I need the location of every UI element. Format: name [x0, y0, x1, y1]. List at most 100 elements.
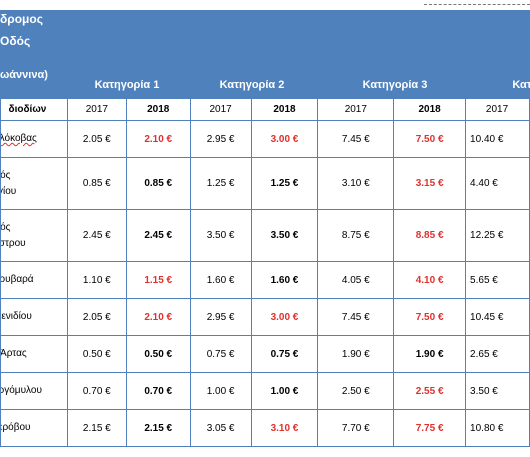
- toll-price-cell: 8.85 €: [393, 209, 467, 262]
- table-row: οργόμυλου0.70 €0.70 €1.00 €1.00 €2.50 €2…: [0, 372, 530, 410]
- toll-price-cell: 1.90 €: [317, 335, 395, 373]
- toll-price-cell: 1.60 €: [250, 261, 319, 299]
- station-column-header: διοδίων: [0, 98, 68, 121]
- toll-station-name: Κλόκοβας: [0, 120, 68, 158]
- toll-station-name-line: άστρου: [1, 237, 26, 249]
- toll-price-cell: 10.40 €: [465, 120, 530, 158]
- toll-price-cell: 0.50 €: [66, 335, 127, 373]
- table-row: Κουβαρά1.10 €1.15 €1.60 €1.60 €4.05 €4.1…: [0, 261, 530, 299]
- toll-price-cell: 3.00 €: [250, 120, 319, 158]
- toll-price-cell: 8.75 €: [317, 209, 395, 262]
- toll-price-cell: 7.75 €: [393, 409, 467, 447]
- toll-price-cell: 3.00 €: [250, 298, 319, 336]
- toll-price-cell: 2.05 €: [66, 120, 127, 158]
- toll-price-cell: 5.65 €: [465, 261, 530, 299]
- toll-price-cell: 3.10 €: [317, 157, 395, 210]
- category-1-header: Κατηγορία 1: [94, 79, 160, 91]
- header-location-label: ωάννινα): [0, 69, 48, 81]
- year-header-row: διοδίων 2017 2018 2017 2018 2017 2018 20…: [0, 98, 530, 121]
- toll-price-cell: 2.10 €: [125, 298, 191, 336]
- toll-price-cell: 0.85 €: [125, 157, 191, 210]
- toll-price-cell: 1.15 €: [125, 261, 191, 299]
- toll-price-cell: 4.40 €: [465, 157, 530, 210]
- toll-price-cell: 3.50 €: [189, 209, 252, 262]
- table-row: ικόςάστρου2.45 €2.45 €3.50 €3.50 €8.75 €…: [0, 209, 530, 262]
- year-header-cell: 2017: [66, 98, 127, 121]
- toll-price-cell: 0.75 €: [189, 335, 252, 373]
- toll-price-cell: 0.70 €: [125, 372, 191, 410]
- year-header-cell: 2018: [250, 98, 319, 121]
- toll-price-cell: 2.45 €: [125, 209, 191, 262]
- toll-station-name-line: ς Άρτας: [0, 348, 27, 359]
- toll-station-name-line: Τερόβου: [1, 422, 31, 433]
- header-title-line1: δρομος: [0, 12, 43, 26]
- toll-price-cell: 2.10 €: [125, 120, 191, 158]
- toll-station-name-line: Κλόκοβας: [1, 133, 37, 144]
- toll-price-cell: 1.00 €: [250, 372, 319, 410]
- toll-price-cell: 2.15 €: [66, 409, 127, 447]
- toll-price-cell: 0.75 €: [250, 335, 319, 373]
- year-header-cell: 2017: [465, 98, 530, 121]
- toll-price-cell: 1.25 €: [189, 157, 252, 210]
- year-header-cell: 2018: [125, 98, 191, 121]
- toll-price-cell: 3.05 €: [189, 409, 252, 447]
- toll-price-cell: 1.90 €: [393, 335, 467, 373]
- toll-price-cell: 7.50 €: [393, 120, 467, 158]
- toll-price-table: διοδίων 2017 2018 2017 2018 2017 2018 20…: [0, 98, 530, 447]
- toll-price-cell: 3.15 €: [393, 157, 467, 210]
- toll-station-name-line: γγίου: [1, 185, 17, 197]
- toll-price-cell: 1.10 €: [66, 261, 127, 299]
- toll-station-name-line: ικός: [0, 169, 11, 181]
- toll-price-cell: 2.55 €: [393, 372, 467, 410]
- toll-price-cell: 2.95 €: [189, 298, 252, 336]
- toll-price-cell: 10.45 €: [465, 298, 530, 336]
- toll-price-cell: 2.15 €: [125, 409, 191, 447]
- table-row: Τερόβου2.15 €2.15 €3.05 €3.10 €7.70 €7.7…: [0, 409, 530, 447]
- toll-price-cell: 2.65 €: [465, 335, 530, 373]
- toll-station-name: ικός άστρου: [0, 209, 68, 262]
- toll-price-cell: 3.50 €: [250, 209, 319, 262]
- toll-price-cell: 1.00 €: [189, 372, 252, 410]
- toll-price-cell: 7.70 €: [317, 409, 395, 447]
- toll-price-cell: 3.10 €: [250, 409, 319, 447]
- toll-station-name: Τερόβου: [0, 409, 68, 447]
- table-row: ικόςγγίου0.85 €0.85 €1.25 €1.25 €3.10 €3…: [0, 157, 530, 210]
- toll-price-cell: 2.45 €: [66, 209, 127, 262]
- toll-price-cell: 0.85 €: [66, 157, 127, 210]
- toll-station-name-line: οργόμυλου: [1, 385, 42, 396]
- toll-price-cell: 12.25 €: [465, 209, 530, 262]
- year-header-cell: 2018: [393, 98, 467, 121]
- toll-price-cell: 0.70 €: [66, 372, 127, 410]
- category-3-header: Κατηγορία 3: [362, 79, 428, 91]
- toll-price-cell: 7.50 €: [393, 298, 467, 336]
- toll-station-name: ς Άρτας: [0, 335, 68, 373]
- toll-price-cell: 0.50 €: [125, 335, 191, 373]
- toll-station-name-line: ικός: [0, 221, 11, 233]
- table-row: Μενιδίου 2.05 €2.10 €2.95 €3.00 €7.45 €7.…: [0, 298, 530, 336]
- toll-price-cell: 2.50 €: [317, 372, 395, 410]
- toll-station-name: Μενιδίου: [0, 298, 68, 336]
- toll-station-name-line: Κουβαρά: [0, 274, 34, 285]
- page-top-rule: [424, 4, 530, 5]
- toll-price-cell: 1.25 €: [250, 157, 319, 210]
- toll-price-cell: 7.45 €: [317, 120, 395, 158]
- toll-station-name-line: Μενιδίου: [1, 311, 32, 322]
- toll-price-cell: 4.05 €: [317, 261, 395, 299]
- toll-price-cell: 7.45 €: [317, 298, 395, 336]
- toll-price-cell: 2.05 €: [66, 298, 127, 336]
- toll-price-cell: 10.80 €: [465, 409, 530, 447]
- toll-station-name: οργόμυλου: [0, 372, 68, 410]
- header-title-line2: Οδός: [0, 34, 31, 48]
- toll-station-name: Κουβαρά: [0, 261, 68, 299]
- table-row: Κλόκοβας 2.05 €2.10 €2.95 €3.00 €7.45 €7.…: [0, 120, 530, 158]
- toll-price-cell: 1.60 €: [189, 261, 252, 299]
- toll-station-name: ικός γγίου: [0, 157, 68, 210]
- toll-price-cell: 2.95 €: [189, 120, 252, 158]
- year-header-cell: 2017: [189, 98, 252, 121]
- toll-price-cell: 4.10 €: [393, 261, 467, 299]
- toll-price-cell: 3.50 €: [465, 372, 530, 410]
- category-2-header: Κατηγορία 2: [219, 79, 285, 91]
- category-4-header: Κατ: [512, 79, 530, 91]
- table-header-band: δρομος Οδός ωάννινα) Κατηγορία 1 Κατηγορ…: [0, 10, 530, 98]
